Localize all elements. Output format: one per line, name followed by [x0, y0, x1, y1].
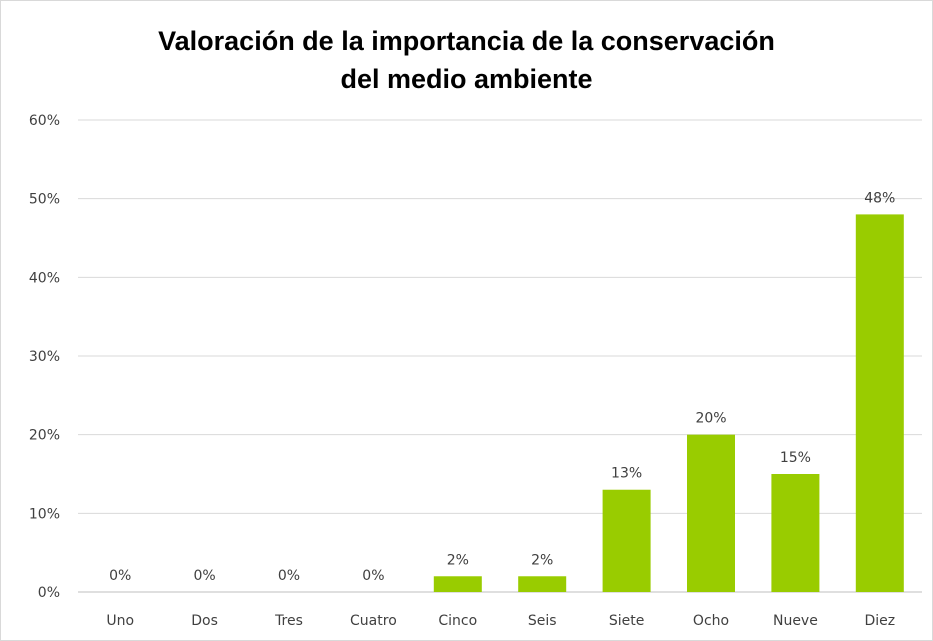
- x-tick-label-tres: Tres: [274, 613, 303, 629]
- x-tick-label-diez: Diez: [864, 613, 895, 629]
- data-label-seis: 2%: [531, 552, 553, 568]
- x-tick-label-nueve: Nueve: [773, 613, 818, 629]
- x-tick-label-cuatro: Cuatro: [350, 613, 397, 629]
- x-tick-label-cinco: Cinco: [438, 613, 477, 629]
- data-label-cinco: 2%: [447, 552, 469, 568]
- chart-title-line-2: del medio ambiente: [340, 64, 593, 94]
- data-label-uno: 0%: [109, 568, 131, 584]
- data-label-ocho: 20%: [695, 411, 726, 427]
- data-label-cuatro: 0%: [362, 568, 384, 584]
- y-tick-label: 20%: [29, 428, 60, 444]
- y-tick-label: 0%: [38, 585, 60, 601]
- y-tick-label: 10%: [29, 506, 60, 522]
- data-label-diez: 48%: [864, 190, 895, 206]
- y-tick-label: 50%: [29, 192, 60, 208]
- y-tick-label: 30%: [29, 349, 60, 365]
- bar-ocho: [687, 434, 735, 592]
- bar-diez: [855, 214, 904, 592]
- data-label-dos: 0%: [193, 568, 215, 584]
- y-tick-label: 60%: [29, 113, 60, 129]
- bar-nueve: [771, 474, 820, 592]
- chart-title-line-1: Valoración de la importancia de la conse…: [158, 26, 775, 56]
- y-tick-label: 40%: [29, 270, 60, 286]
- x-tick-label-uno: Uno: [106, 613, 134, 629]
- x-tick-label-seis: Seis: [528, 613, 557, 629]
- chart-title: Valoración de la importancia de la conse…: [0, 22, 933, 98]
- bar-seis: [518, 576, 567, 592]
- bar-cinco: [433, 576, 482, 592]
- x-tick-label-ocho: Ocho: [693, 613, 729, 629]
- data-label-nueve: 15%: [780, 450, 811, 466]
- x-tick-label-dos: Dos: [191, 613, 218, 629]
- x-tick-label-siete: Siete: [609, 613, 645, 629]
- data-label-siete: 13%: [611, 466, 642, 482]
- bar-siete: [602, 489, 651, 592]
- data-label-tres: 0%: [278, 568, 300, 584]
